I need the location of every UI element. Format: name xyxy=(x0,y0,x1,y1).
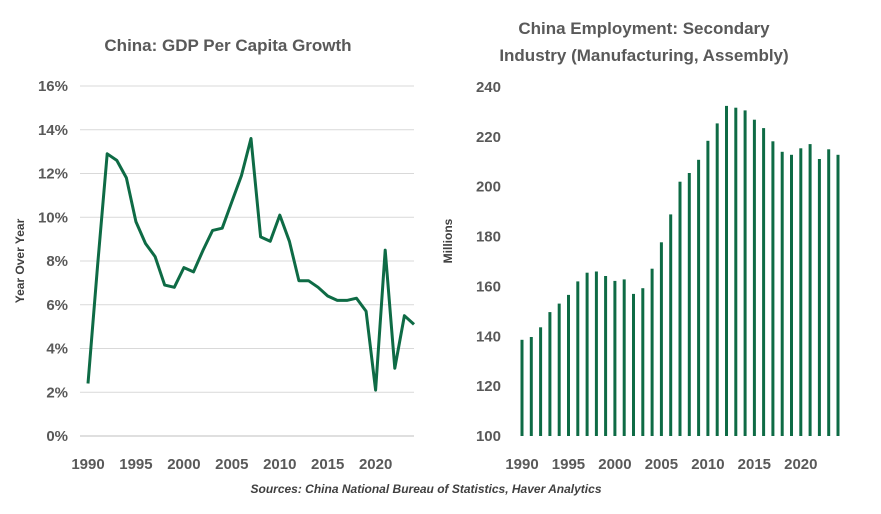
gdp-y-tick-label: 10% xyxy=(38,209,68,226)
employment-bar xyxy=(669,214,673,436)
employment-bar xyxy=(539,327,543,436)
employment-bar xyxy=(687,173,691,436)
employment-chart: China Employment: Secondary Industry (Ma… xyxy=(441,19,840,473)
gdp-x-tick-label: 2015 xyxy=(311,456,344,473)
employment-bar xyxy=(604,276,608,436)
employment-chart-title-line-1: China Employment: Secondary xyxy=(518,19,770,38)
employment-chart-title-line-2: Industry (Manufacturing, Assembly) xyxy=(499,46,788,65)
employment-bar xyxy=(594,271,598,436)
employment-bar xyxy=(827,149,831,437)
employment-x-tick-label: 2000 xyxy=(598,456,631,473)
gdp-y-tick-label: 6% xyxy=(46,297,68,314)
employment-y-tick-labels: 100 120 140 160 180 200 220 240 xyxy=(476,79,501,445)
gdp-y-tick-label: 2% xyxy=(46,384,68,401)
employment-bar xyxy=(697,159,701,437)
employment-bar xyxy=(641,288,645,436)
employment-bar xyxy=(771,141,775,437)
gdp-y-tick-label: 12% xyxy=(38,166,68,183)
employment-bar xyxy=(585,272,589,436)
employment-bar xyxy=(836,154,840,437)
employment-bar xyxy=(520,339,524,436)
employment-bar xyxy=(659,242,663,436)
gdp-growth-chart: China: GDP Per Capita Growth Year Over Y… xyxy=(13,36,416,473)
gdp-chart-title: China: GDP Per Capita Growth xyxy=(104,36,351,55)
employment-bar xyxy=(762,128,766,436)
employment-x-tick-label: 1995 xyxy=(552,456,585,473)
employment-bar xyxy=(715,123,719,437)
employment-bar xyxy=(650,268,654,436)
employment-bars xyxy=(520,105,840,437)
employment-y-tick-label: 180 xyxy=(476,229,501,246)
employment-bar xyxy=(548,312,552,436)
employment-bar xyxy=(706,140,710,437)
employment-bar xyxy=(678,181,682,436)
gdp-y-tick-label: 0% xyxy=(46,428,68,445)
gdp-x-tick-label: 1990 xyxy=(71,456,104,473)
gdp-gridlines xyxy=(80,85,414,437)
employment-bar xyxy=(613,280,617,436)
employment-bar xyxy=(576,281,580,436)
employment-bar xyxy=(557,303,561,436)
employment-bar xyxy=(529,337,533,436)
gdp-x-tick-label: 2010 xyxy=(263,456,296,473)
gdp-y-tick-label: 8% xyxy=(46,253,68,270)
employment-bar xyxy=(632,293,635,436)
employment-y-tick-label: 160 xyxy=(476,278,501,295)
employment-y-tick-label: 240 xyxy=(476,79,501,96)
employment-y-tick-label: 120 xyxy=(476,378,501,395)
employment-bar xyxy=(799,148,803,437)
employment-bar xyxy=(725,105,728,437)
gdp-y-tick-label: 14% xyxy=(38,122,68,139)
gdp-x-tick-label: 1995 xyxy=(119,456,152,473)
gdp-y-tick-labels: 0% 2% 4% 6% 8% 10% 12% 14% 16% xyxy=(38,78,68,445)
employment-bar xyxy=(780,151,784,437)
employment-bar xyxy=(622,279,626,436)
employment-bar xyxy=(752,119,756,436)
gdp-y-tick-label: 16% xyxy=(38,78,68,95)
employment-bar xyxy=(567,294,570,436)
employment-bar xyxy=(734,107,738,436)
source-note: Sources: China National Bureau of Statis… xyxy=(251,482,602,496)
employment-x-tick-labels: 1990 1995 2000 2005 2010 2015 2020 xyxy=(505,456,817,473)
gdp-y-tick-label: 4% xyxy=(46,341,68,358)
employment-x-tick-label: 2010 xyxy=(691,456,724,473)
employment-x-tick-label: 1990 xyxy=(505,456,538,473)
gdp-growth-line xyxy=(86,137,416,392)
gdp-x-tick-label: 2020 xyxy=(359,456,392,473)
gdp-x-tick-label: 2005 xyxy=(215,456,248,473)
gdp-x-tick-label: 2000 xyxy=(167,456,200,473)
employment-y-tick-label: 100 xyxy=(476,428,501,445)
employment-bar xyxy=(808,144,812,436)
employment-bar xyxy=(790,154,793,437)
employment-y-tick-label: 220 xyxy=(476,129,501,146)
employment-bar xyxy=(743,110,747,437)
employment-y-axis-label: Millions xyxy=(441,218,455,263)
employment-y-tick-label: 200 xyxy=(476,179,501,196)
gdp-x-tick-labels: 1990 1995 2000 2005 2010 2015 2020 xyxy=(71,456,392,473)
employment-x-tick-label: 2005 xyxy=(645,456,678,473)
employment-x-tick-label: 2015 xyxy=(738,456,771,473)
employment-x-tick-label: 2020 xyxy=(784,456,817,473)
employment-y-tick-label: 140 xyxy=(476,328,501,345)
employment-bar xyxy=(817,159,821,436)
gdp-y-axis-label: Year Over Year xyxy=(13,218,27,303)
